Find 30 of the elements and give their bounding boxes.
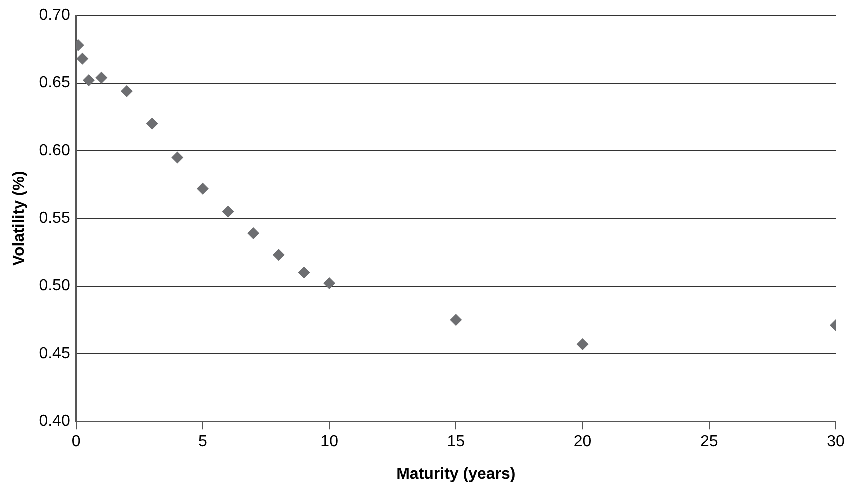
y-tick-label: 0.55 (39, 210, 70, 228)
point (172, 152, 184, 164)
point (324, 278, 336, 290)
point (96, 72, 108, 84)
x-tick-label: 30 (827, 434, 845, 451)
y-tick-label: 0.45 (39, 345, 70, 362)
point (120, 85, 133, 98)
y-tick-label: 0.60 (39, 142, 70, 160)
x-tick-label: 20 (574, 434, 592, 451)
x-axis-title: Maturity (years) (396, 466, 516, 483)
x-tick-label: 10 (320, 434, 339, 451)
point (450, 314, 462, 326)
point (576, 338, 589, 350)
point (248, 227, 260, 240)
point (222, 206, 234, 218)
point (272, 249, 285, 262)
y-tick-label: 0.70 (39, 7, 70, 24)
y-tick-label: 0.65 (39, 74, 70, 92)
x-tick-label: 0 (72, 434, 81, 451)
point (146, 118, 158, 130)
y-tick-label: 0.40 (39, 413, 70, 430)
point (196, 182, 209, 195)
y-tick-label: 0.50 (39, 278, 70, 295)
point (298, 266, 310, 279)
x-tick-label: 5 (198, 434, 208, 451)
point (83, 74, 95, 87)
x-tick-label: 25 (700, 434, 718, 451)
point (76, 52, 89, 65)
y-axis-title: Volatility (%) (11, 171, 28, 266)
x-tick-label: 15 (447, 434, 466, 451)
